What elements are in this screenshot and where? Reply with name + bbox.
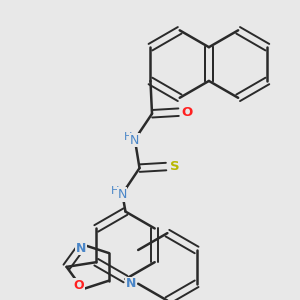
Text: N: N bbox=[130, 134, 139, 146]
Text: N: N bbox=[76, 242, 86, 255]
Text: N: N bbox=[117, 188, 127, 201]
Text: H: H bbox=[124, 132, 132, 142]
Text: O: O bbox=[182, 106, 193, 119]
Text: H: H bbox=[111, 186, 120, 196]
Text: S: S bbox=[170, 160, 180, 173]
Text: O: O bbox=[74, 279, 84, 292]
Text: N: N bbox=[126, 277, 136, 290]
